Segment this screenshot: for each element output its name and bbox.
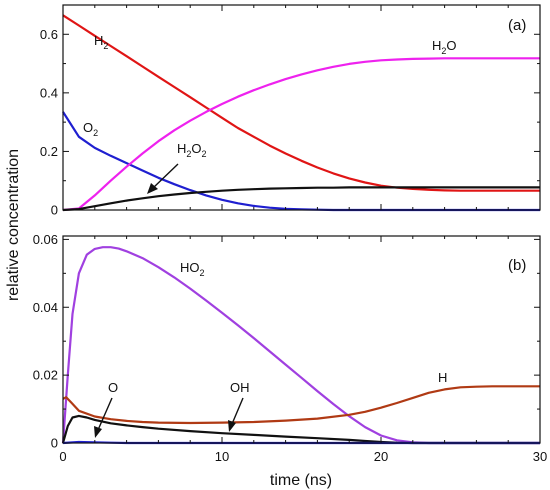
y-tick-label: 0.6 [40,27,58,42]
arrow-oh [228,397,244,432]
panel-a-frame [62,4,541,211]
panel-b-label: (b) [508,257,526,274]
y-tick-label: 0 [51,203,58,218]
panel-b-frame [62,235,541,444]
series-line-h2o2 [62,186,540,212]
y-tick-label: 0.04 [33,300,58,315]
x-tick-label: 10 [215,449,229,464]
panel-a: 0 0.2 0.4 0.6 (a) H2 H2O O2 H2O2 [40,4,541,218]
label-o2: O2 [83,120,98,138]
label-h2: H2 [94,33,108,51]
y-tick-label: 0 [51,436,58,451]
x-axis-label: time (ns) [270,472,332,489]
label-h: H [438,370,447,385]
series-line-h2o [62,57,540,212]
panel-a-label: (a) [508,17,526,34]
panel-a-curves [62,14,540,212]
label-ho2: HO2 [180,260,205,278]
arrow-o [94,397,113,438]
series-line-h [62,385,540,425]
y-tick-label: 0.2 [40,144,58,159]
label-o: O [108,380,118,395]
label-oh: OH [230,380,250,395]
x-tick-label: 0 [59,449,66,464]
x-tick-label: 20 [374,449,388,464]
panel-b: 0 0.02 0.04 0.06 0 10 20 30 (b) HO2 H OH O time… [33,232,548,489]
panel-a-ticks: 0 0.2 0.4 0.6 [40,5,541,218]
y-axis-label: relative concentration [5,149,22,301]
y-tick-label: 0.4 [40,85,58,100]
label-h2o2: H2O2 [177,141,207,159]
x-tick-label: 30 [533,449,547,464]
series-line-h2 [62,14,540,192]
series-line-ho2 [61,246,540,445]
label-h2o: H2O [432,38,457,56]
panel-b-curves [61,246,540,445]
y-tick-label: 0.06 [33,232,58,247]
arrow-h2o2 [147,163,179,194]
y-tick-label: 0.02 [33,368,58,383]
panel-b-ticks: 0 0.02 0.04 0.06 0 10 20 30 [33,232,548,464]
